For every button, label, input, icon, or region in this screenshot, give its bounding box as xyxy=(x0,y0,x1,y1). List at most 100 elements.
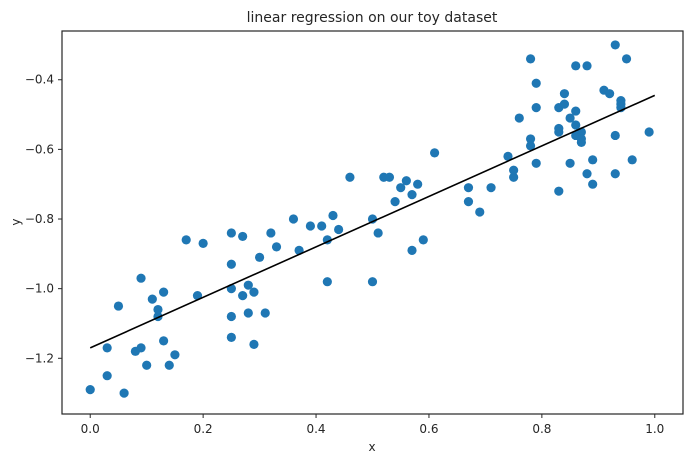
scatter-point xyxy=(102,343,112,353)
scatter-point xyxy=(260,308,270,318)
x-axis-label: x xyxy=(368,440,375,454)
scatter-point xyxy=(159,336,169,346)
y-tick-label: −1.2 xyxy=(25,351,54,365)
y-tick-label: −1.0 xyxy=(25,282,54,296)
scatter-point xyxy=(559,99,570,109)
scatter-point xyxy=(616,96,626,106)
scatter-point xyxy=(605,89,615,99)
y-tick-label: −0.6 xyxy=(25,142,54,156)
scatter-point xyxy=(413,179,423,189)
scatter-point xyxy=(317,221,327,231)
scatter-point xyxy=(153,304,163,315)
scatter-point xyxy=(531,158,541,168)
scatter-point xyxy=(571,106,581,116)
y-tick-label: −0.4 xyxy=(25,73,54,87)
scatter-point xyxy=(565,113,575,123)
scatter-point xyxy=(373,228,383,238)
scatter-point xyxy=(503,151,513,161)
scatter-point xyxy=(159,287,169,297)
scatter-point xyxy=(559,89,570,99)
scatter-point xyxy=(514,113,524,123)
x-tick-label: 0.8 xyxy=(532,422,551,436)
scatter-point xyxy=(238,231,248,242)
scatter-point xyxy=(226,332,236,342)
x-tick-label: 0.2 xyxy=(194,422,213,436)
scatter-point xyxy=(554,186,564,196)
scatter-point xyxy=(334,224,344,235)
y-tick-label: −0.8 xyxy=(25,212,54,226)
scatter-point xyxy=(554,127,564,137)
scatter-point xyxy=(249,287,259,297)
chart-title: linear regression on our toy dataset xyxy=(247,10,498,26)
regression-line xyxy=(89,94,656,349)
scatter-point xyxy=(249,339,259,349)
scatter-point xyxy=(243,280,253,290)
scatter-point xyxy=(582,61,592,71)
plot-frame xyxy=(61,30,684,415)
axes-spines xyxy=(61,30,684,415)
scatter-point xyxy=(610,130,620,141)
scatter-point xyxy=(396,183,406,193)
scatter-point xyxy=(463,183,474,193)
scatter-point xyxy=(288,214,299,224)
scatter-point xyxy=(271,242,282,252)
scatter-point xyxy=(181,235,191,245)
scatter-point xyxy=(407,190,417,200)
scatter-point xyxy=(384,172,395,182)
scatter-point xyxy=(322,277,332,287)
scatter-point xyxy=(401,176,411,186)
scatter-point xyxy=(266,228,276,238)
scatter-point xyxy=(644,127,654,137)
scatter-point xyxy=(328,210,338,221)
scatter-point xyxy=(571,61,581,71)
scatter-point xyxy=(85,385,95,395)
scatter-point xyxy=(486,183,496,193)
x-tick-label: 0.0 xyxy=(81,422,100,436)
scatter-point xyxy=(170,350,180,360)
scatter-point xyxy=(102,371,112,381)
x-tick-label: 1.0 xyxy=(645,422,664,436)
scatter-point xyxy=(531,103,541,113)
scatter-point xyxy=(509,165,519,175)
x-tick-label: 0.4 xyxy=(306,422,325,436)
scatter-point xyxy=(226,228,236,238)
scatter-point xyxy=(198,238,208,248)
scatter-point xyxy=(192,291,203,301)
scatter-point xyxy=(305,221,315,231)
scatter-point xyxy=(164,360,174,370)
scatter-point xyxy=(627,155,637,165)
scatter-point xyxy=(367,277,378,287)
scatter-point xyxy=(147,294,157,304)
scatter-point xyxy=(119,388,129,398)
scatter-point xyxy=(407,245,417,255)
scatter-point xyxy=(475,207,485,217)
scatter-point xyxy=(243,308,253,318)
scatter-point xyxy=(463,197,474,207)
x-tick-label: 0.6 xyxy=(419,422,438,436)
scatter-point xyxy=(390,197,400,207)
scatter-point xyxy=(525,134,536,144)
scatter-point xyxy=(610,169,620,179)
scatter-point xyxy=(254,252,265,262)
scatter-point xyxy=(571,120,581,130)
scatter-point xyxy=(576,134,586,144)
scatter-point xyxy=(226,259,236,269)
scatter-point xyxy=(136,343,146,353)
scatter-point xyxy=(113,301,124,311)
scatter-point xyxy=(430,148,440,158)
scatter-point xyxy=(142,360,152,370)
scatter-point xyxy=(345,172,355,182)
scatter-point xyxy=(621,54,632,64)
data-marks xyxy=(85,40,656,398)
scatter-point xyxy=(238,291,248,301)
scatter-point xyxy=(582,169,592,179)
scatter-point xyxy=(610,40,620,50)
scatter-point xyxy=(226,311,236,322)
scatter-point xyxy=(418,235,428,245)
scatter-point xyxy=(136,273,146,283)
scatter-point xyxy=(531,78,541,88)
scatter-point xyxy=(588,155,598,165)
scatter-point xyxy=(588,179,598,189)
